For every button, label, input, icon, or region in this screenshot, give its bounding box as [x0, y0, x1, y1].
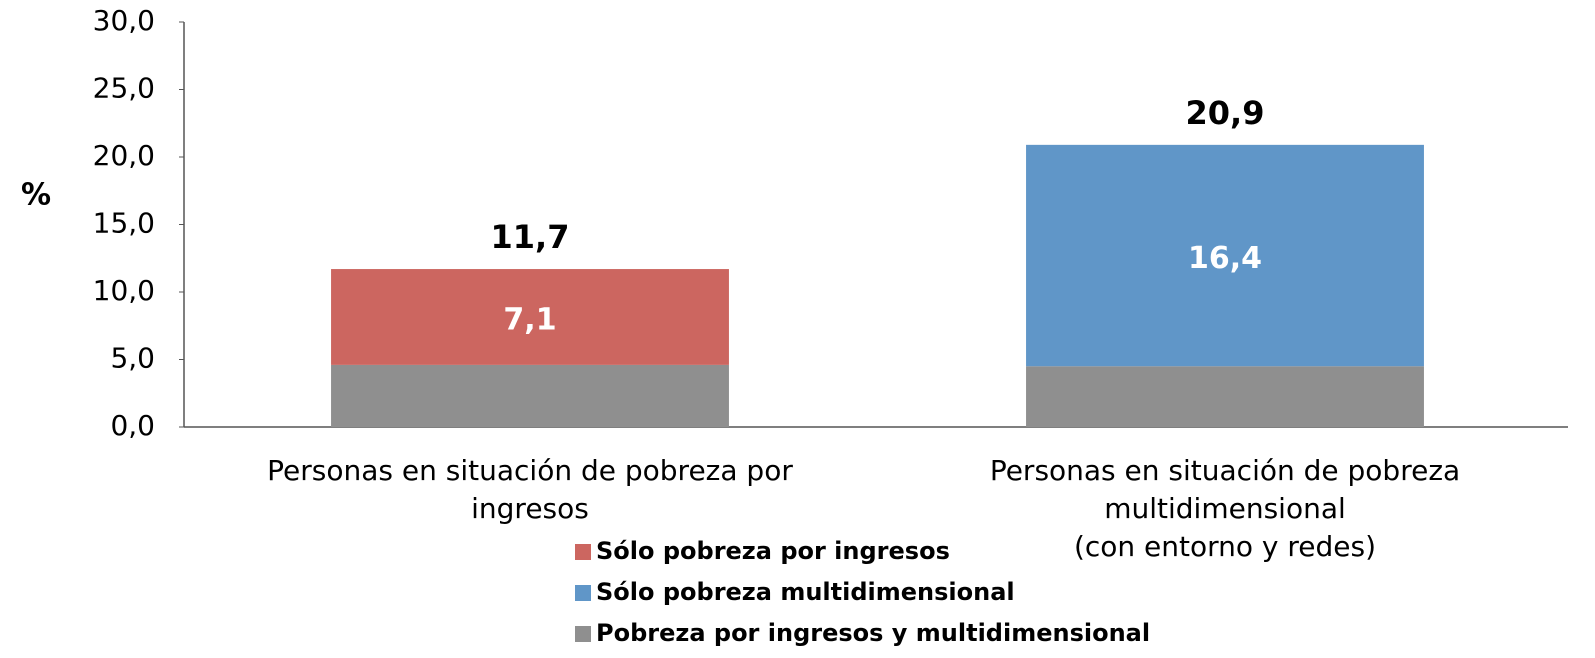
- legend-label: Pobreza por ingresos y multidimensional: [596, 619, 1150, 647]
- legend-swatch: [575, 626, 591, 642]
- y-tick-label: 0,0: [110, 409, 155, 442]
- legend-label: Sólo pobreza multidimensional: [596, 578, 1015, 606]
- bar-segment: [1026, 366, 1424, 427]
- x-tick-label: Personas en situación de pobreza por ing…: [267, 454, 793, 525]
- value-label: 16,4: [1188, 241, 1262, 276]
- x-tick-label: Personas en situación de pobreza multidi…: [989, 454, 1461, 563]
- legend-swatch: [575, 544, 591, 560]
- total-label: 20,9: [1186, 94, 1265, 132]
- y-tick-label: 5,0: [110, 342, 155, 375]
- y-tick-label: 15,0: [93, 207, 155, 240]
- total-label: 11,7: [491, 218, 570, 256]
- bar-segment: [331, 364, 729, 427]
- bar-segment: [1026, 144, 1424, 367]
- legend-swatch: [575, 585, 591, 601]
- y-tick-label: 10,0: [93, 274, 155, 307]
- bar-segment: [331, 269, 729, 365]
- value-label: 7,1: [503, 302, 556, 337]
- y-tick-label: 20,0: [93, 139, 155, 172]
- y-axis-label: %: [21, 178, 51, 213]
- y-tick-label: 25,0: [93, 72, 155, 105]
- y-tick-label: 30,0: [93, 4, 155, 37]
- legend-label: Sólo pobreza por ingresos: [596, 537, 950, 565]
